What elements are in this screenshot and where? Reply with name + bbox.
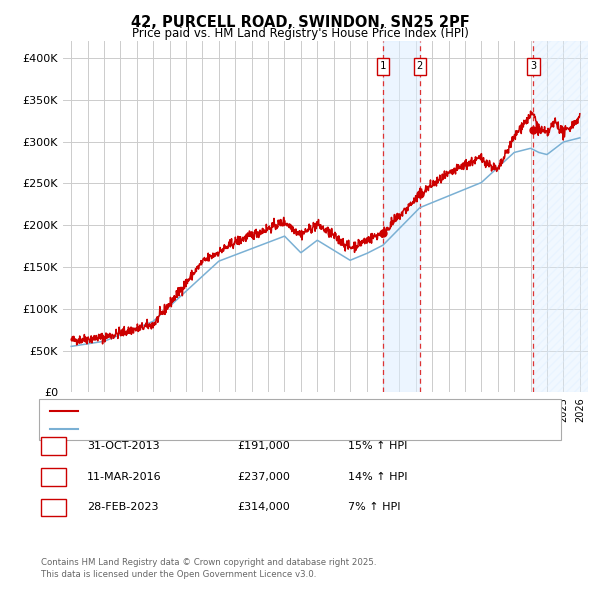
Text: 7% ↑ HPI: 7% ↑ HPI bbox=[348, 503, 401, 512]
Text: 14% ↑ HPI: 14% ↑ HPI bbox=[348, 472, 407, 481]
Text: 1: 1 bbox=[50, 441, 57, 451]
Bar bbox=[383, 41, 420, 392]
Bar bbox=[533, 41, 588, 392]
Text: £191,000: £191,000 bbox=[237, 441, 290, 451]
Text: 15% ↑ HPI: 15% ↑ HPI bbox=[348, 441, 407, 451]
Text: 3: 3 bbox=[50, 503, 57, 512]
Text: 11-MAR-2016: 11-MAR-2016 bbox=[87, 472, 161, 481]
Text: 2: 2 bbox=[417, 61, 423, 71]
Text: Price paid vs. HM Land Registry's House Price Index (HPI): Price paid vs. HM Land Registry's House … bbox=[131, 27, 469, 40]
Text: HPI: Average price, semi-detached house, Swindon: HPI: Average price, semi-detached house,… bbox=[84, 424, 350, 434]
Text: 31-OCT-2013: 31-OCT-2013 bbox=[87, 441, 160, 451]
Text: 28-FEB-2023: 28-FEB-2023 bbox=[87, 503, 158, 512]
Text: 1: 1 bbox=[380, 61, 386, 71]
Text: £237,000: £237,000 bbox=[237, 472, 290, 481]
Text: 42, PURCELL ROAD, SWINDON, SN25 2PF: 42, PURCELL ROAD, SWINDON, SN25 2PF bbox=[131, 15, 469, 30]
Text: 3: 3 bbox=[530, 61, 536, 71]
Text: 2: 2 bbox=[50, 472, 57, 481]
Text: Contains HM Land Registry data © Crown copyright and database right 2025.
This d: Contains HM Land Registry data © Crown c… bbox=[41, 558, 376, 579]
Text: 42, PURCELL ROAD, SWINDON, SN25 2PF (semi-detached house): 42, PURCELL ROAD, SWINDON, SN25 2PF (sem… bbox=[84, 406, 421, 415]
Text: £314,000: £314,000 bbox=[237, 503, 290, 512]
